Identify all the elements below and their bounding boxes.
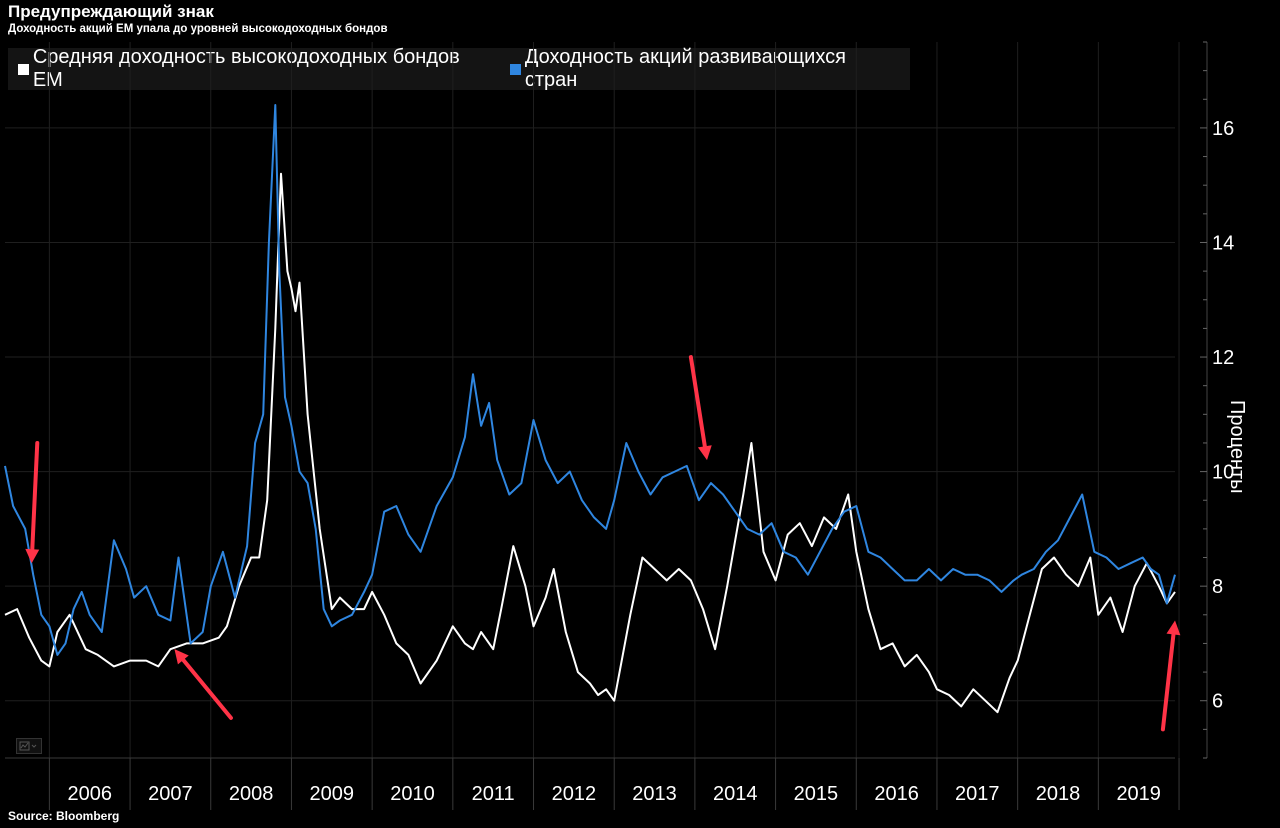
x-tick-label: 2007 — [148, 783, 193, 805]
legend-swatch-em-equity — [510, 63, 521, 75]
legend-item-hy-bonds[interactable]: Средняя доходность высокодоходных бондов… — [18, 46, 488, 92]
arrow-head — [174, 649, 189, 665]
x-tick-label: 2016 — [874, 783, 919, 805]
x-tick-label: 2019 — [1116, 783, 1161, 805]
x-tick-label: 2011 — [472, 783, 515, 805]
legend-swatch-hy-bonds — [18, 63, 29, 75]
annotation-arrow — [25, 440, 40, 564]
chart-settings-icon[interactable] — [16, 738, 42, 754]
arrow-shaft — [30, 440, 40, 552]
arrow-head — [1166, 620, 1181, 636]
annotation-arrow — [1160, 620, 1181, 732]
x-tick-label: 2006 — [67, 783, 112, 805]
chart-subtitle: Доходность акций EM упала до уровней выс… — [8, 23, 388, 35]
legend: Средняя доходность высокодоходных бондов… — [8, 46, 910, 92]
chart-title: Предупреждающий знак — [8, 2, 214, 21]
annotation-arrow — [174, 649, 233, 720]
arrow-head — [25, 548, 40, 564]
y-tick-label: 8 — [1212, 576, 1223, 598]
x-tick-label: 2014 — [713, 783, 758, 805]
series-line-hy-bonds — [4, 172, 1176, 714]
legend-label-hy-bonds: Средняя доходность высокодоходных бондов… — [32, 46, 460, 91]
annotation-arrow — [688, 355, 712, 461]
x-tick-label: 2010 — [390, 783, 435, 805]
arrow-head — [697, 445, 712, 461]
y-tick-label: 12 — [1212, 347, 1234, 369]
x-tick-label: 2008 — [229, 783, 274, 805]
arrow-shaft — [181, 657, 233, 720]
x-tick-label: 2018 — [1036, 783, 1081, 805]
y-tick-label: 6 — [1212, 691, 1223, 713]
x-tick-label: 2013 — [632, 783, 677, 805]
series-line-em-equity — [4, 104, 1176, 656]
y-axis-label: Проценты — [1226, 400, 1248, 494]
x-tick-label: 2017 — [955, 783, 1000, 805]
x-tick-label: 2012 — [552, 783, 597, 805]
arrow-shaft — [688, 355, 707, 449]
x-tick-label: 2009 — [310, 783, 355, 805]
y-tick-label: 16 — [1212, 118, 1234, 140]
legend-label-em-equity: Доходность акций развивающихся стран — [524, 46, 846, 91]
legend-item-em-equity[interactable]: Доходность акций развивающихся стран — [510, 46, 898, 92]
x-tick-label: 2015 — [794, 783, 839, 805]
source-note: Source: Bloomberg — [8, 809, 120, 823]
y-tick-label: 10 — [1212, 462, 1234, 484]
chart-settings-glyph — [19, 741, 37, 751]
arrow-shaft — [1160, 632, 1176, 732]
y-tick-label: 14 — [1212, 232, 1234, 254]
